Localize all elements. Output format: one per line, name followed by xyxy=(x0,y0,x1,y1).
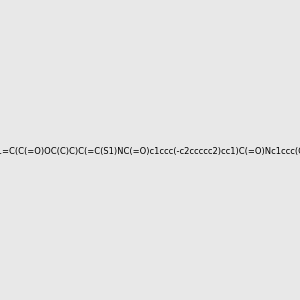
Text: CC1=C(C(=O)OC(C)C)C(=C(S1)NC(=O)c1ccc(-c2ccccc2)cc1)C(=O)Nc1ccc(C)cc1: CC1=C(C(=O)OC(C)C)C(=C(S1)NC(=O)c1ccc(-c… xyxy=(0,147,300,156)
